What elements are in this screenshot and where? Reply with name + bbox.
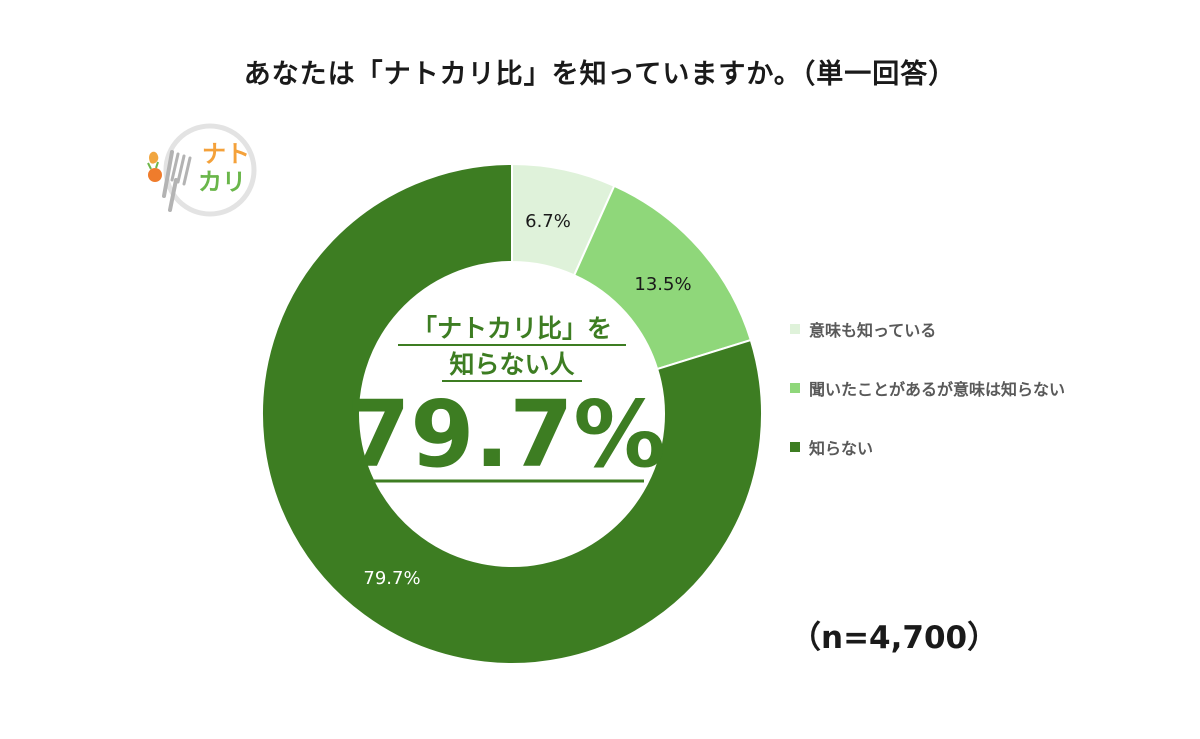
chart-legend: 意味も知っている 聞いたことがあるが意味は知らない 知らない bbox=[790, 318, 1065, 495]
legend-label-know-meaning: 意味も知っている bbox=[809, 321, 937, 340]
center-callout-line1: 「ナトカリ比」を bbox=[412, 314, 612, 343]
legend-item-know-meaning: 意味も知っている bbox=[790, 318, 1065, 340]
slice-label-unaware: 79.7% bbox=[363, 568, 420, 589]
donut-slice-labels: 6.7% 13.5% 79.7% bbox=[363, 211, 691, 589]
legend-item-heard-only: 聞いたことがあるが意味は知らない bbox=[790, 377, 1065, 399]
legend-swatch-heard-only bbox=[790, 383, 800, 393]
legend-label-heard-only: 聞いたことがあるが意味は知らない bbox=[809, 380, 1066, 399]
fork-and-vegetable-logo-icon: ナト カリ bbox=[147, 123, 257, 217]
logo-text-top: ナト bbox=[202, 140, 250, 168]
donut-slice-unaware bbox=[261, 162, 763, 665]
legend-swatch-know-meaning bbox=[790, 324, 800, 334]
center-callout-line2: 知らない人 bbox=[449, 350, 574, 379]
sample-size-note: （n=4,700） bbox=[790, 620, 999, 656]
donut-slices bbox=[261, 162, 763, 665]
logo-text-bottom: カリ bbox=[198, 168, 246, 196]
center-callout-value: 79.7% bbox=[346, 381, 665, 488]
brand-logo: ナト カリ bbox=[138, 118, 260, 218]
chart-title: あなたは「ナトカリ比」を知っていますか。（単一回答） bbox=[243, 59, 957, 90]
center-callout: 「ナトカリ比」を 知らない人 79.7% bbox=[346, 314, 665, 488]
legend-swatch-unaware bbox=[790, 442, 800, 452]
legend-item-unaware: 知らない bbox=[790, 436, 1065, 458]
slice-label-heard-only: 13.5% bbox=[634, 274, 691, 295]
legend-label-unaware: 知らない bbox=[809, 439, 874, 458]
slice-label-know-meaning: 6.7% bbox=[525, 211, 571, 232]
